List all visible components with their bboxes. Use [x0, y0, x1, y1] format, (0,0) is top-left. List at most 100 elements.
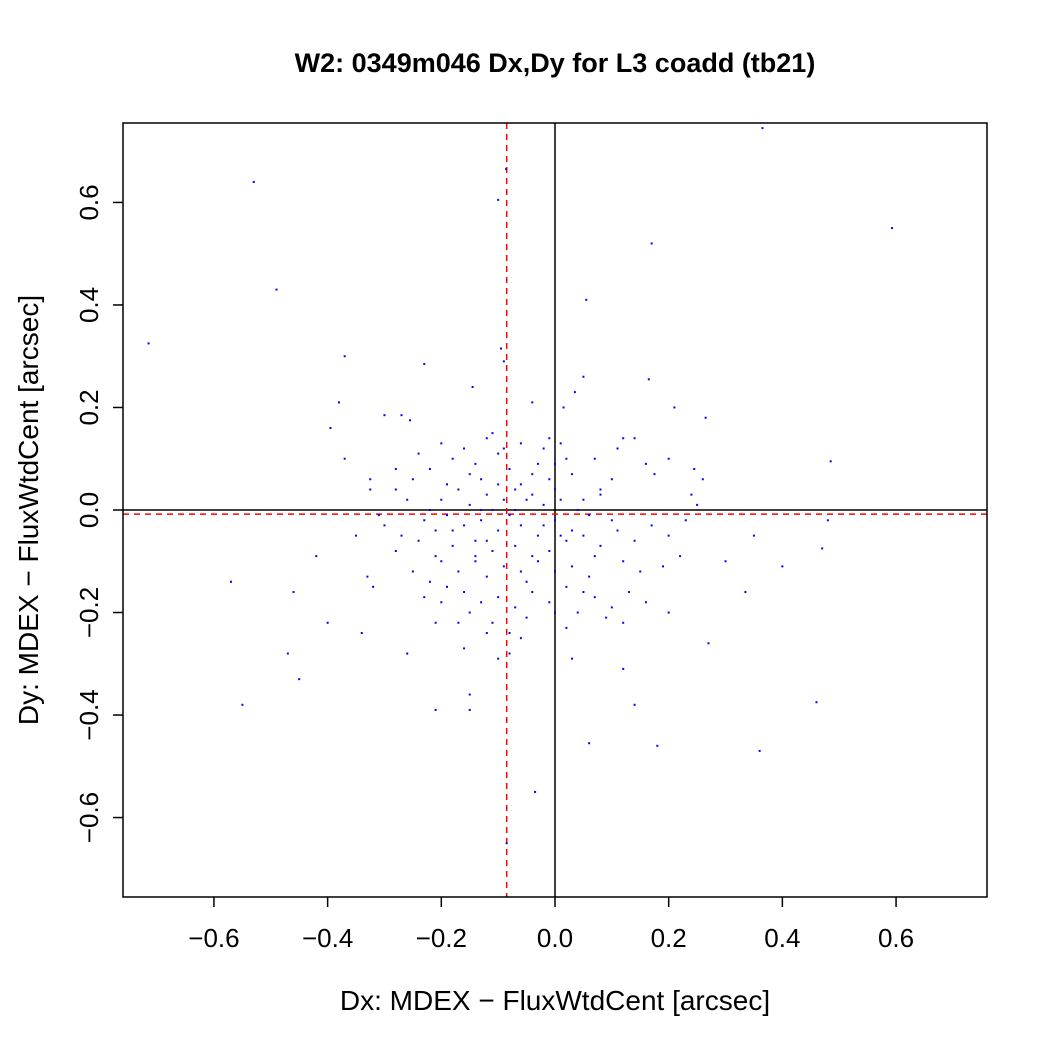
data-point — [821, 547, 824, 550]
x-axis-label: Dx: MDEX − FluxWtdCent [arcsec] — [340, 985, 770, 1016]
data-point — [531, 591, 534, 594]
data-point — [701, 478, 704, 481]
data-point — [554, 488, 556, 491]
data-point — [417, 539, 420, 542]
data-point — [497, 452, 500, 455]
data-point — [531, 555, 534, 558]
data-point — [508, 632, 511, 635]
data-point — [497, 483, 500, 486]
data-point — [505, 842, 508, 845]
data-point — [679, 555, 682, 558]
data-point — [440, 442, 443, 445]
data-point — [542, 447, 545, 450]
data-point — [497, 657, 500, 660]
data-point — [690, 493, 693, 496]
data-point — [241, 703, 244, 706]
data-point — [599, 488, 602, 491]
data-point — [394, 488, 397, 491]
data-point — [622, 621, 625, 624]
data-point — [588, 514, 591, 517]
data-point — [369, 478, 372, 481]
data-point — [474, 462, 477, 465]
data-point — [423, 362, 426, 365]
y-tick-label: −0.4 — [74, 689, 104, 740]
data-point — [582, 498, 585, 501]
data-point — [519, 442, 522, 445]
data-point — [536, 534, 539, 537]
data-point — [656, 744, 659, 747]
data-point — [428, 509, 431, 511]
data-point — [451, 529, 454, 532]
data-point — [514, 509, 517, 511]
data-point — [428, 580, 431, 583]
data-point — [582, 534, 585, 537]
data-point — [485, 493, 488, 496]
data-point — [383, 524, 386, 527]
data-point — [519, 483, 522, 486]
data-point — [605, 616, 608, 619]
data-point — [633, 437, 636, 440]
data-point — [394, 550, 397, 553]
data-point — [826, 519, 829, 522]
data-point — [406, 498, 409, 501]
data-point — [463, 647, 466, 650]
data-point — [508, 652, 511, 655]
data-point — [781, 565, 784, 568]
data-point — [585, 298, 588, 301]
data-point — [610, 519, 613, 522]
data-point — [508, 514, 511, 517]
data-point — [360, 632, 363, 635]
data-point — [565, 457, 568, 460]
data-point — [650, 524, 653, 527]
data-point — [434, 708, 437, 711]
data-point — [468, 611, 471, 614]
data-point — [616, 529, 619, 532]
x-tick-label: 0.4 — [764, 923, 800, 953]
data-point — [525, 580, 528, 583]
data-point — [576, 611, 579, 614]
data-point — [554, 570, 556, 573]
data-point — [480, 509, 483, 511]
data-point — [571, 473, 574, 476]
data-point — [497, 198, 500, 201]
data-point — [417, 452, 420, 455]
data-point — [704, 416, 707, 419]
data-point — [565, 539, 568, 542]
data-point — [622, 437, 625, 440]
data-point — [548, 550, 551, 553]
data-point — [565, 626, 568, 629]
data-point — [369, 488, 372, 491]
data-point — [485, 539, 488, 542]
data-point — [514, 544, 517, 547]
data-point — [627, 591, 630, 594]
data-point — [610, 478, 613, 481]
data-point — [559, 498, 562, 501]
data-point — [647, 378, 650, 381]
data-point — [377, 514, 380, 517]
data-point — [534, 790, 537, 793]
data-point — [446, 483, 448, 486]
data-point — [508, 467, 511, 470]
data-point — [491, 621, 494, 624]
data-point — [667, 534, 670, 537]
data-point — [406, 652, 409, 655]
data-point — [474, 539, 477, 542]
y-tick-label: 0.2 — [74, 389, 104, 425]
data-point — [343, 457, 346, 460]
data-point — [343, 355, 346, 358]
data-point — [554, 519, 556, 522]
data-point — [446, 514, 448, 517]
data-point — [573, 391, 576, 394]
data-point — [667, 611, 670, 614]
data-point — [286, 652, 289, 655]
data-point — [548, 478, 551, 481]
data-point — [500, 347, 502, 350]
data-point — [440, 560, 443, 563]
data-point — [542, 503, 545, 506]
data-point — [463, 524, 466, 527]
x-tick-label: −0.6 — [188, 923, 239, 953]
data-point — [519, 570, 522, 573]
data-point — [514, 606, 517, 609]
